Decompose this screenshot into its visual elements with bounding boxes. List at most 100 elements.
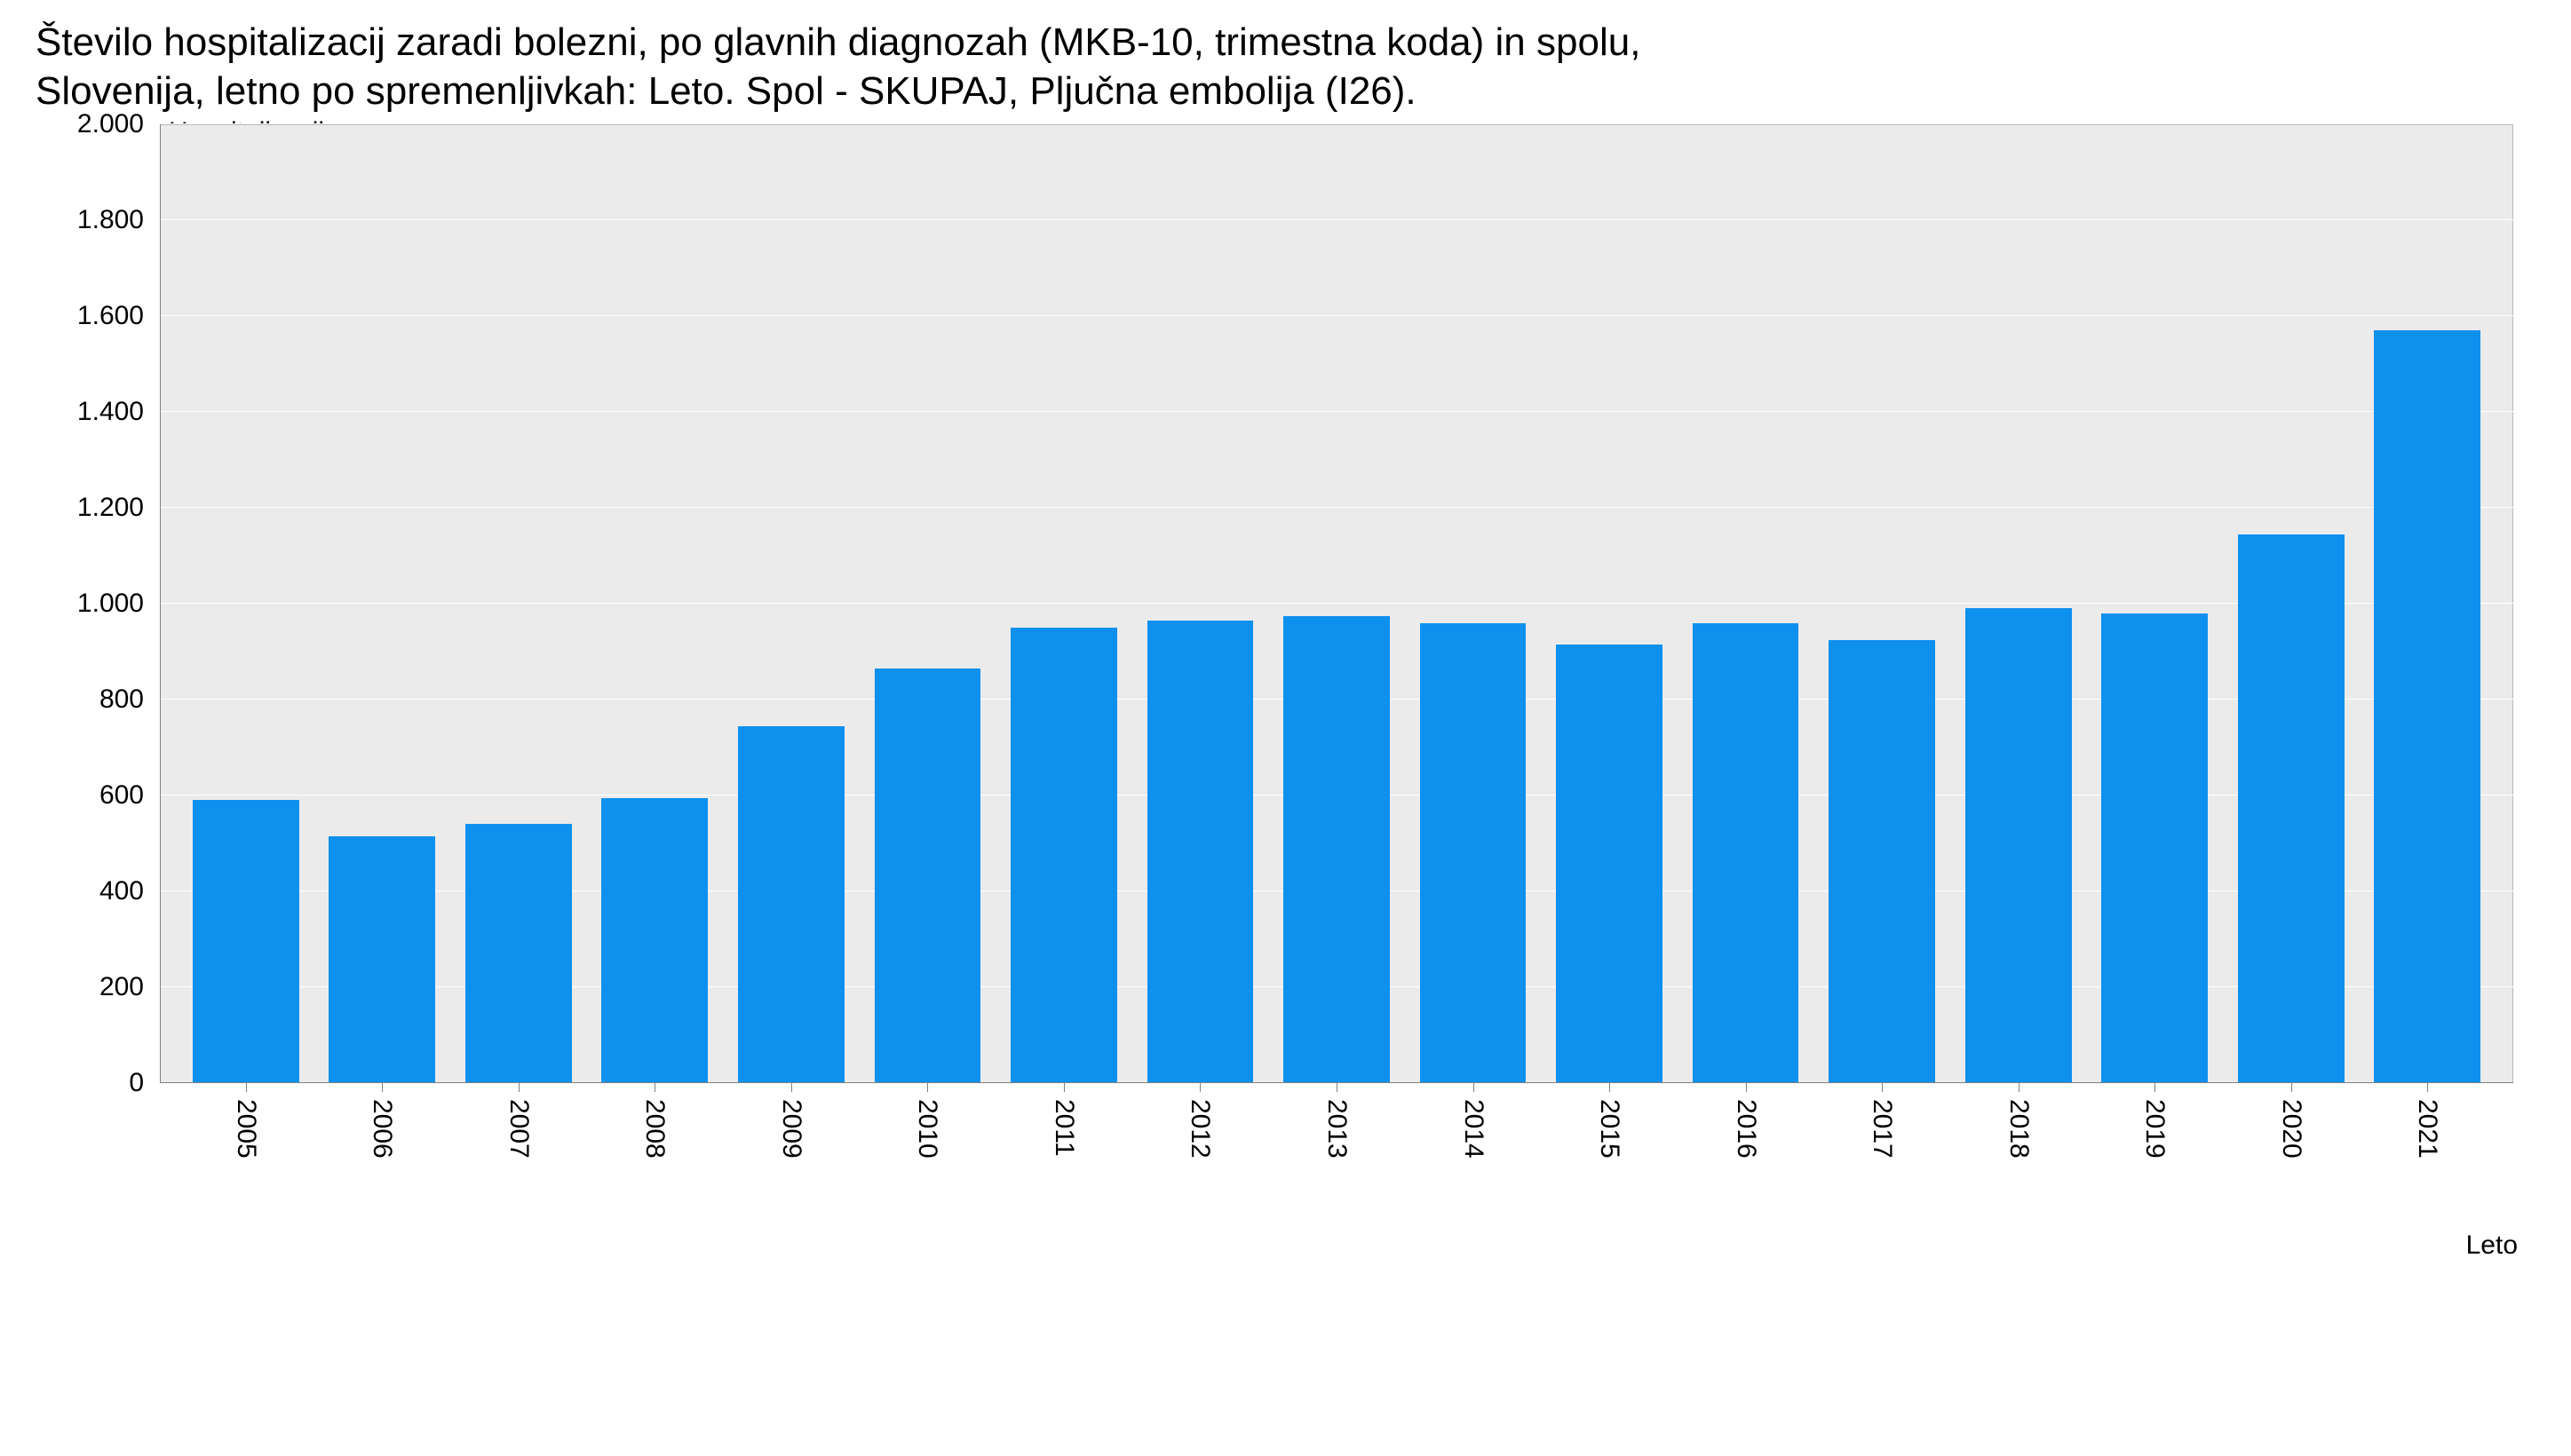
y-tick-label: 1.600 <box>77 301 160 331</box>
x-label-slot: 2009 <box>723 1083 860 1207</box>
bar-slot <box>1813 124 1950 1083</box>
x-tick-label: 2008 <box>639 1099 670 1159</box>
x-label-slot: 2017 <box>1813 1083 1950 1207</box>
x-tick <box>2154 1083 2155 1092</box>
x-tick-label: 2007 <box>504 1099 534 1159</box>
x-tick-label: 2012 <box>1185 1099 1215 1159</box>
x-tick-label: 2013 <box>1321 1099 1352 1159</box>
x-tick <box>246 1083 247 1092</box>
bar-slot <box>723 124 860 1083</box>
bar-slot <box>1268 124 1405 1083</box>
x-tick <box>382 1083 383 1092</box>
x-label-slot: 2016 <box>1678 1083 1814 1207</box>
y-axis-line <box>160 124 161 1083</box>
y-tick-label: 1.800 <box>77 205 160 235</box>
chart-area: Hospitalizacije 02004006008001.0001.2001… <box>160 124 2535 1207</box>
bar-slot <box>1405 124 1542 1083</box>
bar-slot <box>450 124 587 1083</box>
x-label-slot: 2010 <box>860 1083 996 1207</box>
y-tick-label: 1.000 <box>77 589 160 619</box>
x-tick <box>2291 1083 2292 1092</box>
bar <box>329 836 435 1083</box>
bar <box>2101 613 2208 1083</box>
bar <box>738 726 845 1083</box>
x-tick <box>1746 1083 1747 1092</box>
bar-slot <box>1678 124 1814 1083</box>
x-label-slot: 2006 <box>314 1083 451 1207</box>
bars-group <box>160 124 2513 1083</box>
bar-slot <box>2086 124 2223 1083</box>
bar <box>1829 640 1935 1084</box>
x-label-slot: 2019 <box>2086 1083 2223 1207</box>
x-tick-label: 2015 <box>1594 1099 1624 1159</box>
y-tick-label: 400 <box>99 876 160 906</box>
x-tick-label: 2011 <box>1049 1099 1079 1157</box>
x-label-slot: 2005 <box>178 1083 314 1207</box>
bar <box>2238 534 2345 1083</box>
y-tick-label: 0 <box>129 1068 160 1098</box>
y-tick-label: 800 <box>99 684 160 715</box>
x-tick <box>1200 1083 1201 1092</box>
bar-slot <box>996 124 1132 1083</box>
x-label-slot: 2008 <box>587 1083 724 1207</box>
x-label-slot: 2014 <box>1405 1083 1542 1207</box>
x-tick <box>1609 1083 1610 1092</box>
bar <box>1011 628 1117 1083</box>
x-tick <box>927 1083 928 1092</box>
x-label-slot: 2012 <box>1132 1083 1269 1207</box>
bar-slot <box>587 124 724 1083</box>
x-tick <box>791 1083 792 1092</box>
bar <box>1420 623 1527 1083</box>
bar <box>193 800 299 1083</box>
bar-slot <box>1950 124 2087 1083</box>
bar <box>1965 608 2072 1083</box>
bar-slot <box>2223 124 2360 1083</box>
x-label-slot: 2018 <box>1950 1083 2087 1207</box>
x-tick-label: 2016 <box>1731 1099 1761 1159</box>
y-tick-label: 1.400 <box>77 397 160 427</box>
x-tick-label: 2021 <box>2412 1099 2442 1159</box>
y-tick-label: 600 <box>99 780 160 811</box>
x-tick <box>2019 1083 2020 1092</box>
x-axis-title: Leto <box>2466 1230 2518 1261</box>
x-label-slot: 2021 <box>2360 1083 2496 1207</box>
x-tick-label: 2009 <box>776 1099 806 1159</box>
y-tick-label: 1.200 <box>77 493 160 523</box>
bar-slot <box>860 124 996 1083</box>
bar-slot <box>178 124 314 1083</box>
bar <box>601 798 708 1083</box>
x-tick-label: 2005 <box>231 1099 261 1159</box>
x-label-slot: 2015 <box>1541 1083 1678 1207</box>
x-tick-label: 2014 <box>1458 1099 1488 1159</box>
bar-slot <box>1132 124 1269 1083</box>
bar-slot <box>2360 124 2496 1083</box>
x-tick-label: 2017 <box>1867 1099 1897 1159</box>
x-tick-label: 2018 <box>2004 1099 2034 1159</box>
x-label-slot: 2020 <box>2223 1083 2360 1207</box>
chart-container: Število hospitalizacij zaradi bolezni, p… <box>0 0 2571 1456</box>
bar <box>1147 621 1254 1083</box>
bar-slot <box>314 124 451 1083</box>
bar-slot <box>1541 124 1678 1083</box>
x-tick <box>1882 1083 1883 1092</box>
x-tick <box>1064 1083 1065 1092</box>
bar <box>1556 645 1662 1083</box>
x-tick <box>1473 1083 1474 1092</box>
y-tick-label: 200 <box>99 972 160 1002</box>
x-tick-labels: 2005 2006 2007 2008 2009 2010 2011 2012 2013 2014… <box>160 1083 2513 1207</box>
chart-title: Število hospitalizacij zaradi bolezni, p… <box>36 18 2535 115</box>
x-tick-label: 2019 <box>2139 1099 2170 1159</box>
bar <box>1283 616 1390 1084</box>
x-tick <box>2427 1083 2428 1092</box>
bar <box>875 669 981 1083</box>
x-label-slot: 2013 <box>1268 1083 1405 1207</box>
x-label-slot: 2007 <box>450 1083 587 1207</box>
bar <box>1693 623 1799 1083</box>
y-tick-label: 2.000 <box>77 109 160 139</box>
x-label-slot: 2011 <box>996 1083 1132 1207</box>
x-tick-label: 2006 <box>367 1099 397 1159</box>
plot-area: 02004006008001.0001.2001.4001.6001.8002.… <box>160 124 2513 1083</box>
bar <box>2374 330 2480 1083</box>
x-tick-label: 2010 <box>912 1099 942 1159</box>
chart-title-line-1: Število hospitalizacij zaradi bolezni, p… <box>36 20 1640 64</box>
